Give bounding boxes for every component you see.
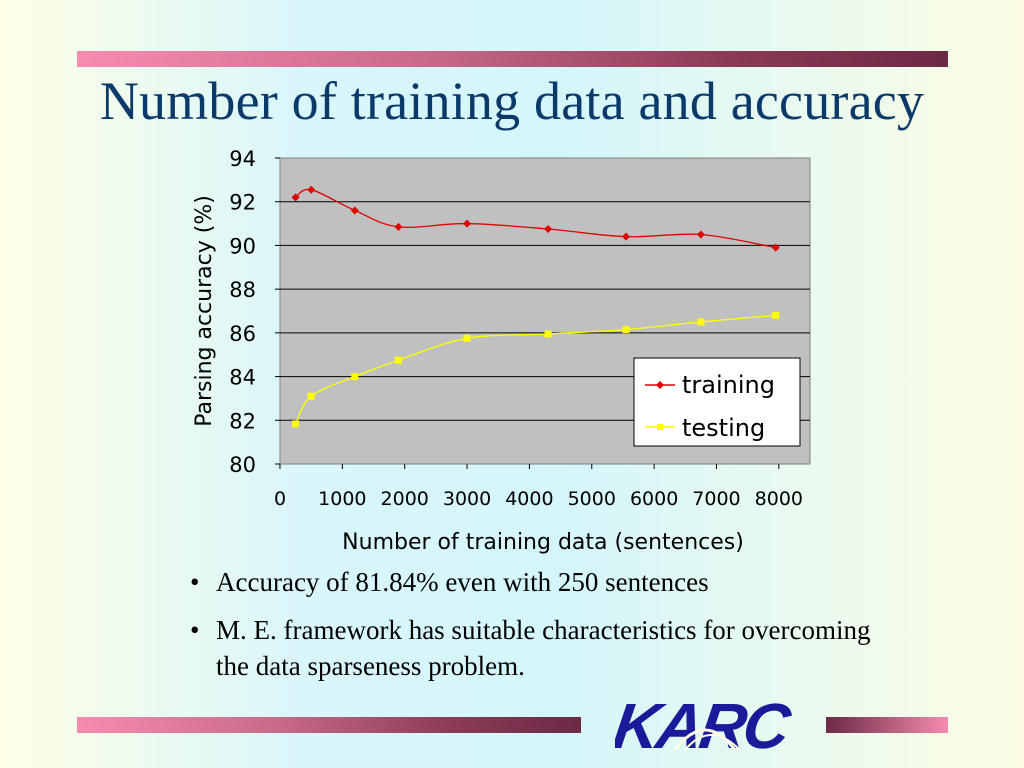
- data-point-testing: [463, 334, 471, 342]
- x-axis-ticks: 0 1000 2000 3000 4000 5000 6000 7000 8000: [274, 464, 803, 510]
- series-group: [291, 185, 780, 428]
- data-point-training: [291, 193, 300, 202]
- accuracy-line-chart: 80 82 84 86 88 90 92 94 0 1000 2000 3000 4000 5000 60…: [192, 147, 811, 555]
- y-tick-label: 84: [229, 366, 256, 390]
- legend-testing-label: testing: [682, 414, 765, 442]
- bullet-text: Accuracy of 81.84% even with 250 sentenc…: [216, 567, 709, 597]
- x-tick-label: 5000: [568, 488, 616, 510]
- y-axis-label: Parsing accuracy (%): [192, 195, 217, 427]
- data-point-training: [350, 206, 359, 215]
- data-point-training: [307, 185, 316, 194]
- bullet-item: • M. E. framework has suitable character…: [190, 612, 910, 684]
- series-training: [291, 185, 780, 252]
- data-point-testing: [394, 356, 402, 364]
- x-tick-label: 8000: [755, 488, 803, 510]
- x-tick-label: 4000: [505, 488, 553, 510]
- data-point-training: [463, 219, 472, 228]
- data-point-training: [696, 230, 705, 239]
- data-point-testing: [292, 420, 300, 428]
- data-point-testing: [351, 373, 359, 381]
- series-testing: [292, 311, 780, 428]
- top-decorative-band: [77, 51, 948, 67]
- data-point-testing: [622, 326, 630, 334]
- x-axis-label: Number of training data (sentences): [342, 530, 744, 555]
- bullet-text: M. E. framework has suitable characteris…: [216, 615, 871, 681]
- bullet-dot-icon: •: [190, 615, 200, 645]
- karc-logo: KARC: [615, 690, 796, 755]
- x-tick-label: 7000: [692, 488, 740, 510]
- bullet-item: • Accuracy of 81.84% even with 250 sente…: [190, 564, 910, 600]
- legend-training-marker: [656, 381, 664, 389]
- data-point-testing: [772, 311, 780, 319]
- y-tick-label: 90: [229, 234, 256, 258]
- series-line-testing: [295, 314, 776, 425]
- legend-box: [633, 357, 801, 447]
- x-tick-label: 2000: [381, 488, 429, 510]
- logo-wave-icon: [684, 734, 741, 751]
- bullet-list: • Accuracy of 81.84% even with 250 sente…: [190, 564, 910, 696]
- karc-logo-text: KARC: [615, 690, 796, 755]
- data-point-training: [544, 225, 553, 234]
- data-point-testing: [307, 392, 315, 400]
- legend-training-label: training: [682, 371, 775, 399]
- logo-wave-icon: [673, 728, 737, 751]
- data-point-training: [394, 222, 403, 231]
- bullet-dot-icon: •: [190, 567, 200, 597]
- x-tick-label: 6000: [630, 488, 678, 510]
- slide-title: Number of training data and accuracy: [99, 71, 925, 131]
- series-line-training: [295, 188, 776, 249]
- data-point-testing: [697, 318, 705, 326]
- y-tick-label: 88: [229, 278, 256, 302]
- data-point-training: [622, 232, 631, 241]
- x-tick-label: 0: [274, 488, 286, 510]
- data-point-testing: [544, 330, 552, 338]
- x-tick-label: 3000: [443, 488, 491, 510]
- data-point-training: [771, 243, 780, 252]
- legend: training testing: [633, 357, 801, 447]
- x-tick-label: 1000: [318, 488, 366, 510]
- y-tick-label: 80: [229, 453, 256, 477]
- y-tick-label: 92: [229, 191, 256, 215]
- legend-testing-marker: [657, 424, 663, 430]
- bottom-right-decorative-band: [826, 717, 948, 733]
- y-axis-ticks: 80 82 84 86 88 90 92 94: [229, 147, 280, 477]
- y-tick-label: 82: [229, 409, 256, 433]
- y-tick-label: 94: [229, 147, 256, 171]
- y-tick-label: 86: [229, 322, 256, 346]
- bottom-left-decorative-band: [77, 717, 581, 733]
